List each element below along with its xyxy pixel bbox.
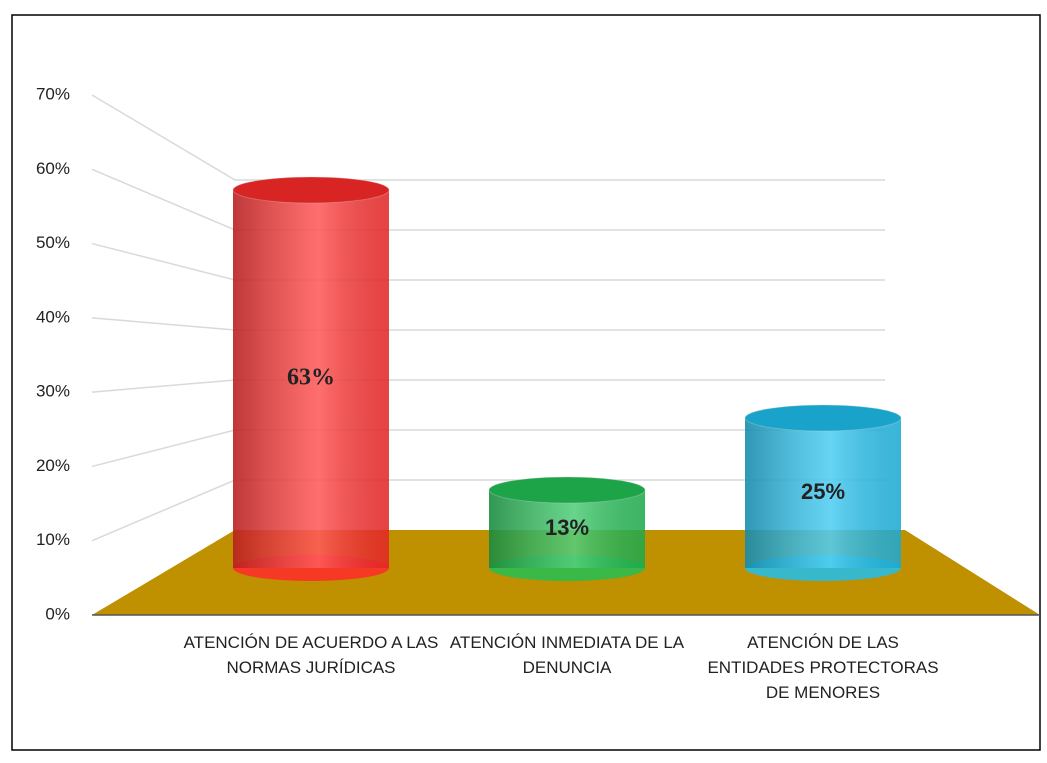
value-label: 25% xyxy=(801,479,845,504)
y-tick-label: 50% xyxy=(36,233,70,252)
value-label: 13% xyxy=(545,515,589,540)
cylinder-shine xyxy=(233,190,389,568)
y-tick-label: 30% xyxy=(36,382,70,401)
grid-line xyxy=(91,317,885,331)
y-tick-label: 20% xyxy=(36,456,70,475)
cylinder-top xyxy=(488,476,646,504)
y-tick-label: 40% xyxy=(36,307,70,326)
y-tick-label: 60% xyxy=(36,159,70,178)
cylinder-shine xyxy=(745,418,901,568)
frame xyxy=(11,14,1041,751)
x-tick-label: ATENCIÓN DE ACUERDO A LAS NORMAS JURÍDIC… xyxy=(183,633,439,677)
y-tick-label: 10% xyxy=(36,530,70,549)
grid-line xyxy=(91,379,885,393)
grid-line xyxy=(91,94,885,181)
grid-line xyxy=(91,242,885,281)
y-tick-label: 70% xyxy=(36,84,70,103)
value-label: 63% xyxy=(287,365,335,391)
y-tick-label: 0% xyxy=(45,604,70,623)
cylinder-top xyxy=(232,176,390,204)
x-tick-label: ATENCIÓN DE LAS ENTIDADES PROTECTORAS DE… xyxy=(707,633,939,702)
grid-line xyxy=(91,168,885,231)
cylinder-top xyxy=(744,404,902,432)
x-tick-label: ATENCIÓN INMEDIATA DE LA DENUNCIA xyxy=(449,633,685,677)
